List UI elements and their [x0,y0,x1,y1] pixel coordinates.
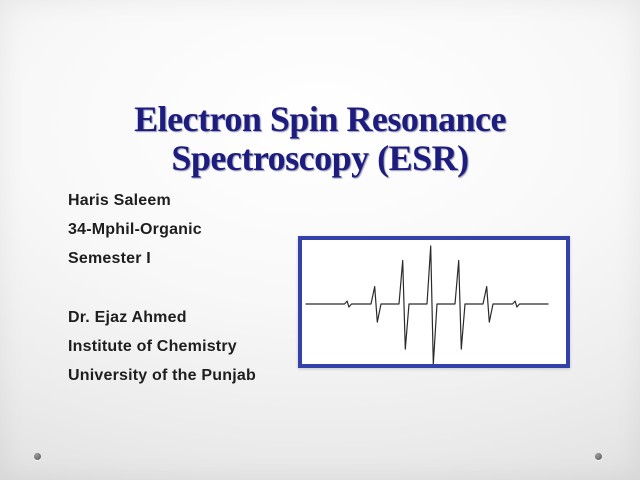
slide-title-line1: Electron Spin Resonance [134,99,506,140]
university-name: University of the Punjab [68,367,256,384]
author-name: Haris Saleem [68,192,171,209]
institute-name: Institute of Chemistry [68,338,237,355]
slide-decoration-dot-left [34,453,41,460]
supervisor-name: Dr. Ejaz Ahmed [68,309,187,326]
esr-spectrum-trace [305,245,549,364]
slide-title-line2: Spectroscopy (ESR) [171,138,469,179]
author-block: Haris Saleem 34-Mphil-Organic Semester I [68,186,202,273]
author-program: 34-Mphil-Organic [68,221,202,238]
slide-decoration-dot-right [595,453,602,460]
slide-title: Electron Spin Resonance Spectroscopy (ES… [0,100,640,178]
esr-spectrum-chart [305,245,549,364]
author-semester: Semester I [68,250,151,267]
esr-spectrum-figure [298,236,570,368]
supervisor-block: Dr. Ejaz Ahmed Institute of Chemistry Un… [68,303,256,390]
